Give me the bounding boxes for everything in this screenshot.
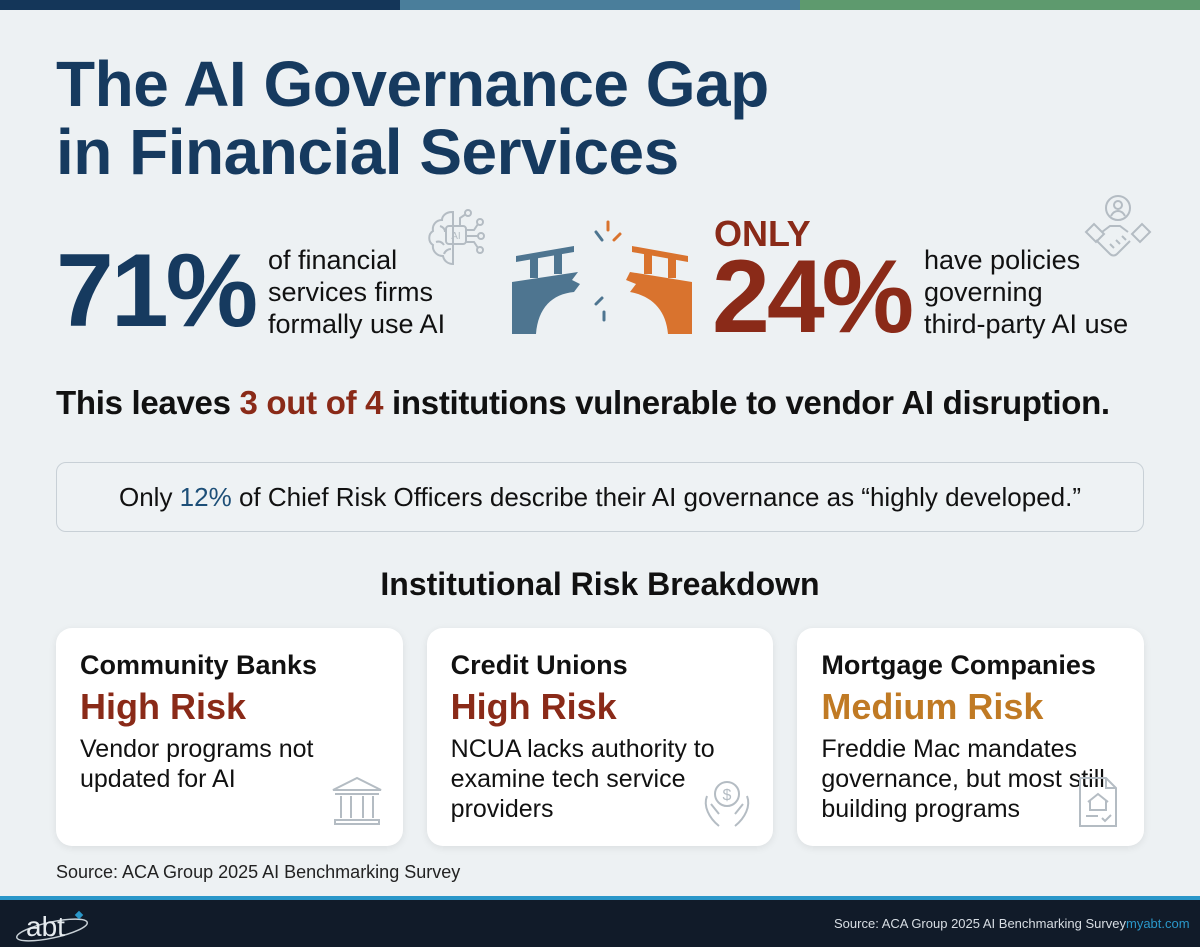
hands-dollar-icon: $ bbox=[705, 781, 750, 827]
card-institution: Community Banks bbox=[80, 650, 318, 680]
desc-line: third-party AI use bbox=[924, 309, 1129, 339]
brain-ai-icon: AI bbox=[428, 209, 485, 266]
stat-policy-desc: have policies governing third-party AI u… bbox=[924, 244, 1128, 340]
risk-cards: Community Banks High Risk Vendor program… bbox=[56, 628, 1145, 846]
topbar-segment-green bbox=[800, 0, 1200, 10]
broken-bridge-icon bbox=[512, 220, 692, 334]
callout-text: of Chief Risk Officers describe their AI… bbox=[231, 481, 1081, 512]
risk-card-credit-unions: Credit Unions High Risk NCUA lacks autho… bbox=[426, 628, 774, 846]
title-line-2: in Financial Services bbox=[56, 116, 679, 188]
card-institution: Credit Unions bbox=[450, 650, 628, 680]
card-description: Vendor programs not updated for AI bbox=[80, 735, 314, 793]
svg-text:$: $ bbox=[723, 787, 732, 804]
desc-line: formally use AI bbox=[268, 309, 446, 339]
headline-sentence: This leaves 3 out of 4 institutions vuln… bbox=[56, 384, 1110, 422]
bank-building-icon bbox=[332, 776, 382, 825]
only-label: ONLY bbox=[714, 213, 811, 254]
headline-highlight: 3 out of 4 bbox=[239, 384, 384, 421]
footer: abt Source: ACA Group 2025 AI Benchmarki… bbox=[0, 896, 1200, 947]
svg-text:abt: abt bbox=[26, 911, 65, 942]
page-title: The AI Governance Gap in Financial Servi… bbox=[56, 50, 769, 186]
card-description: NCUA lacks authority to examine tech ser… bbox=[450, 735, 715, 823]
desc-line: governing bbox=[924, 277, 1043, 307]
abt-logo: abt bbox=[15, 910, 89, 942]
card-risk-level: Medium Risk bbox=[821, 686, 1044, 727]
cro-callout-box: Only 12% of Chief Risk Officers describe… bbox=[56, 462, 1144, 532]
risk-card-mortgage-companies: Mortgage Companies Medium Risk Freddie M… bbox=[797, 628, 1145, 846]
risk-card-community-banks: Community Banks High Risk Vendor program… bbox=[56, 628, 403, 846]
callout-text: Only bbox=[118, 481, 180, 512]
desc-line: of financial bbox=[268, 245, 398, 275]
title-line-1: The AI Governance Gap bbox=[56, 48, 769, 120]
stat-ai-usage-value: 71% bbox=[56, 233, 258, 349]
source-citation: Source: ACA Group 2025 AI Benchmarking S… bbox=[56, 862, 461, 882]
card-risk-level: High Risk bbox=[80, 686, 247, 727]
footer-source: Source: ACA Group 2025 AI Benchmarking S… bbox=[834, 916, 1126, 931]
section-title: Institutional Risk Breakdown bbox=[380, 566, 820, 602]
headline-text: institutions vulnerable to vendor AI dis… bbox=[383, 384, 1110, 421]
svg-text:AI: AI bbox=[451, 231, 460, 242]
card-institution: Mortgage Companies bbox=[821, 650, 1096, 680]
top-color-bar bbox=[0, 0, 1200, 10]
callout-highlight: 12% bbox=[179, 481, 232, 512]
topbar-segment-navy bbox=[0, 0, 400, 10]
handshake-person-icon bbox=[1084, 195, 1152, 257]
house-document-icon bbox=[1079, 777, 1118, 827]
desc-line: have policies bbox=[924, 245, 1081, 275]
stat-ai-usage-desc: of financial services firms formally use… bbox=[268, 244, 445, 340]
card-risk-level: High Risk bbox=[450, 686, 617, 727]
topbar-segment-steel bbox=[400, 0, 800, 10]
footer-website-link[interactable]: myabt.com bbox=[1126, 916, 1190, 931]
stat-policy-value: 24% bbox=[712, 239, 914, 355]
card-description: Freddie Mac mandates governance, but mos… bbox=[821, 735, 1105, 823]
desc-line: services firms bbox=[268, 277, 434, 307]
headline-text: This leaves bbox=[56, 384, 240, 421]
